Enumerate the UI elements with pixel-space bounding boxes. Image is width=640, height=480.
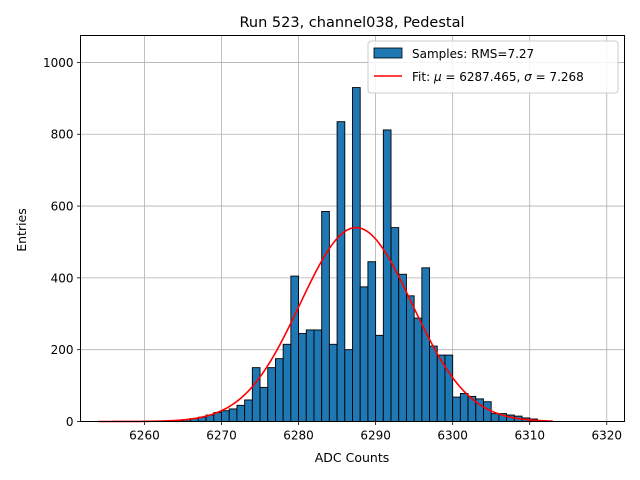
histogram-bar	[290, 275, 300, 422]
histogram-bar	[336, 121, 346, 422]
histogram-bar	[259, 386, 269, 422]
y-tick-label: 800	[51, 128, 74, 142]
legend-fit-mu-value: = 6287.465,	[442, 70, 525, 84]
y-tick-label: 200	[51, 343, 74, 357]
plot-frame	[80, 35, 625, 422]
histogram-bar	[305, 329, 315, 422]
histogram-bar	[359, 286, 369, 422]
x-tick-label: 6320	[592, 429, 623, 443]
y-tick-label: 600	[51, 200, 74, 214]
legend-fit-label: Fit: μ = 6287.465, σ = 7.268	[412, 70, 584, 84]
y-tick-label: 0	[66, 415, 74, 429]
histogram-bar	[352, 87, 361, 422]
histogram-bar	[452, 396, 461, 422]
x-tick-label: 6310	[514, 429, 545, 443]
legend-histogram-swatch	[373, 47, 403, 59]
x-tick-label: 6300	[437, 429, 468, 443]
x-tick-label: 6280	[283, 429, 314, 443]
histogram-bar	[375, 334, 384, 422]
histogram-bar	[221, 410, 230, 422]
histogram-bar	[267, 367, 276, 422]
y-tick-label: 400	[51, 271, 74, 285]
histogram-bar	[398, 273, 407, 422]
histogram-bar	[236, 404, 246, 422]
histogram-bar	[251, 367, 261, 422]
chart-title: Run 523, channel038, Pedestal	[239, 15, 464, 31]
x-axis-ticks: 6260 6270 6280 6290 6300 6310 6320	[129, 421, 623, 443]
histogram-bar	[413, 317, 423, 422]
x-tick-label: 6270	[206, 429, 237, 443]
histogram-bar	[228, 408, 238, 422]
histogram-bar	[282, 343, 292, 422]
histogram-bar	[298, 333, 307, 422]
x-tick-label: 6260	[129, 429, 160, 443]
histogram-bar	[321, 210, 330, 422]
histogram-bar	[483, 401, 492, 422]
histogram-bars	[174, 87, 546, 422]
y-tick-label: 1000	[43, 56, 74, 70]
histogram-bar	[328, 343, 338, 422]
histogram-bar	[244, 399, 253, 422]
histogram-bar	[274, 358, 284, 422]
fit-curve	[98, 226, 553, 423]
histogram-bar	[367, 261, 377, 422]
legend-fit-mu-symbol: μ	[433, 70, 442, 84]
histogram-bar	[444, 354, 454, 422]
legend: Samples: RMS=7.27 Fit: μ = 6287.465, σ =…	[367, 40, 619, 94]
y-axis-ticks: 0 200 400 600 800 1000	[43, 56, 81, 429]
legend-box	[367, 40, 619, 94]
histogram-bar	[405, 295, 415, 422]
legend-histogram-label: Samples: RMS=7.27	[412, 47, 534, 61]
y-axis-label: Entries	[14, 208, 29, 252]
legend-fit-sigma-value: = 7.268	[532, 70, 584, 84]
legend-fit-sigma-symbol: σ	[524, 70, 532, 84]
histogram-bar	[421, 267, 431, 422]
histogram-bar	[459, 393, 469, 422]
legend-fit-prefix: Fit:	[412, 70, 434, 84]
histogram-bar	[390, 227, 400, 422]
histogram-bar	[490, 413, 500, 422]
histogram-bar	[429, 345, 438, 422]
histogram-bar	[382, 129, 392, 422]
x-axis-label: ADC Counts	[315, 450, 390, 465]
x-tick-label: 6290	[360, 429, 391, 443]
histogram-bar	[313, 329, 323, 422]
histogram-bar	[344, 349, 353, 422]
